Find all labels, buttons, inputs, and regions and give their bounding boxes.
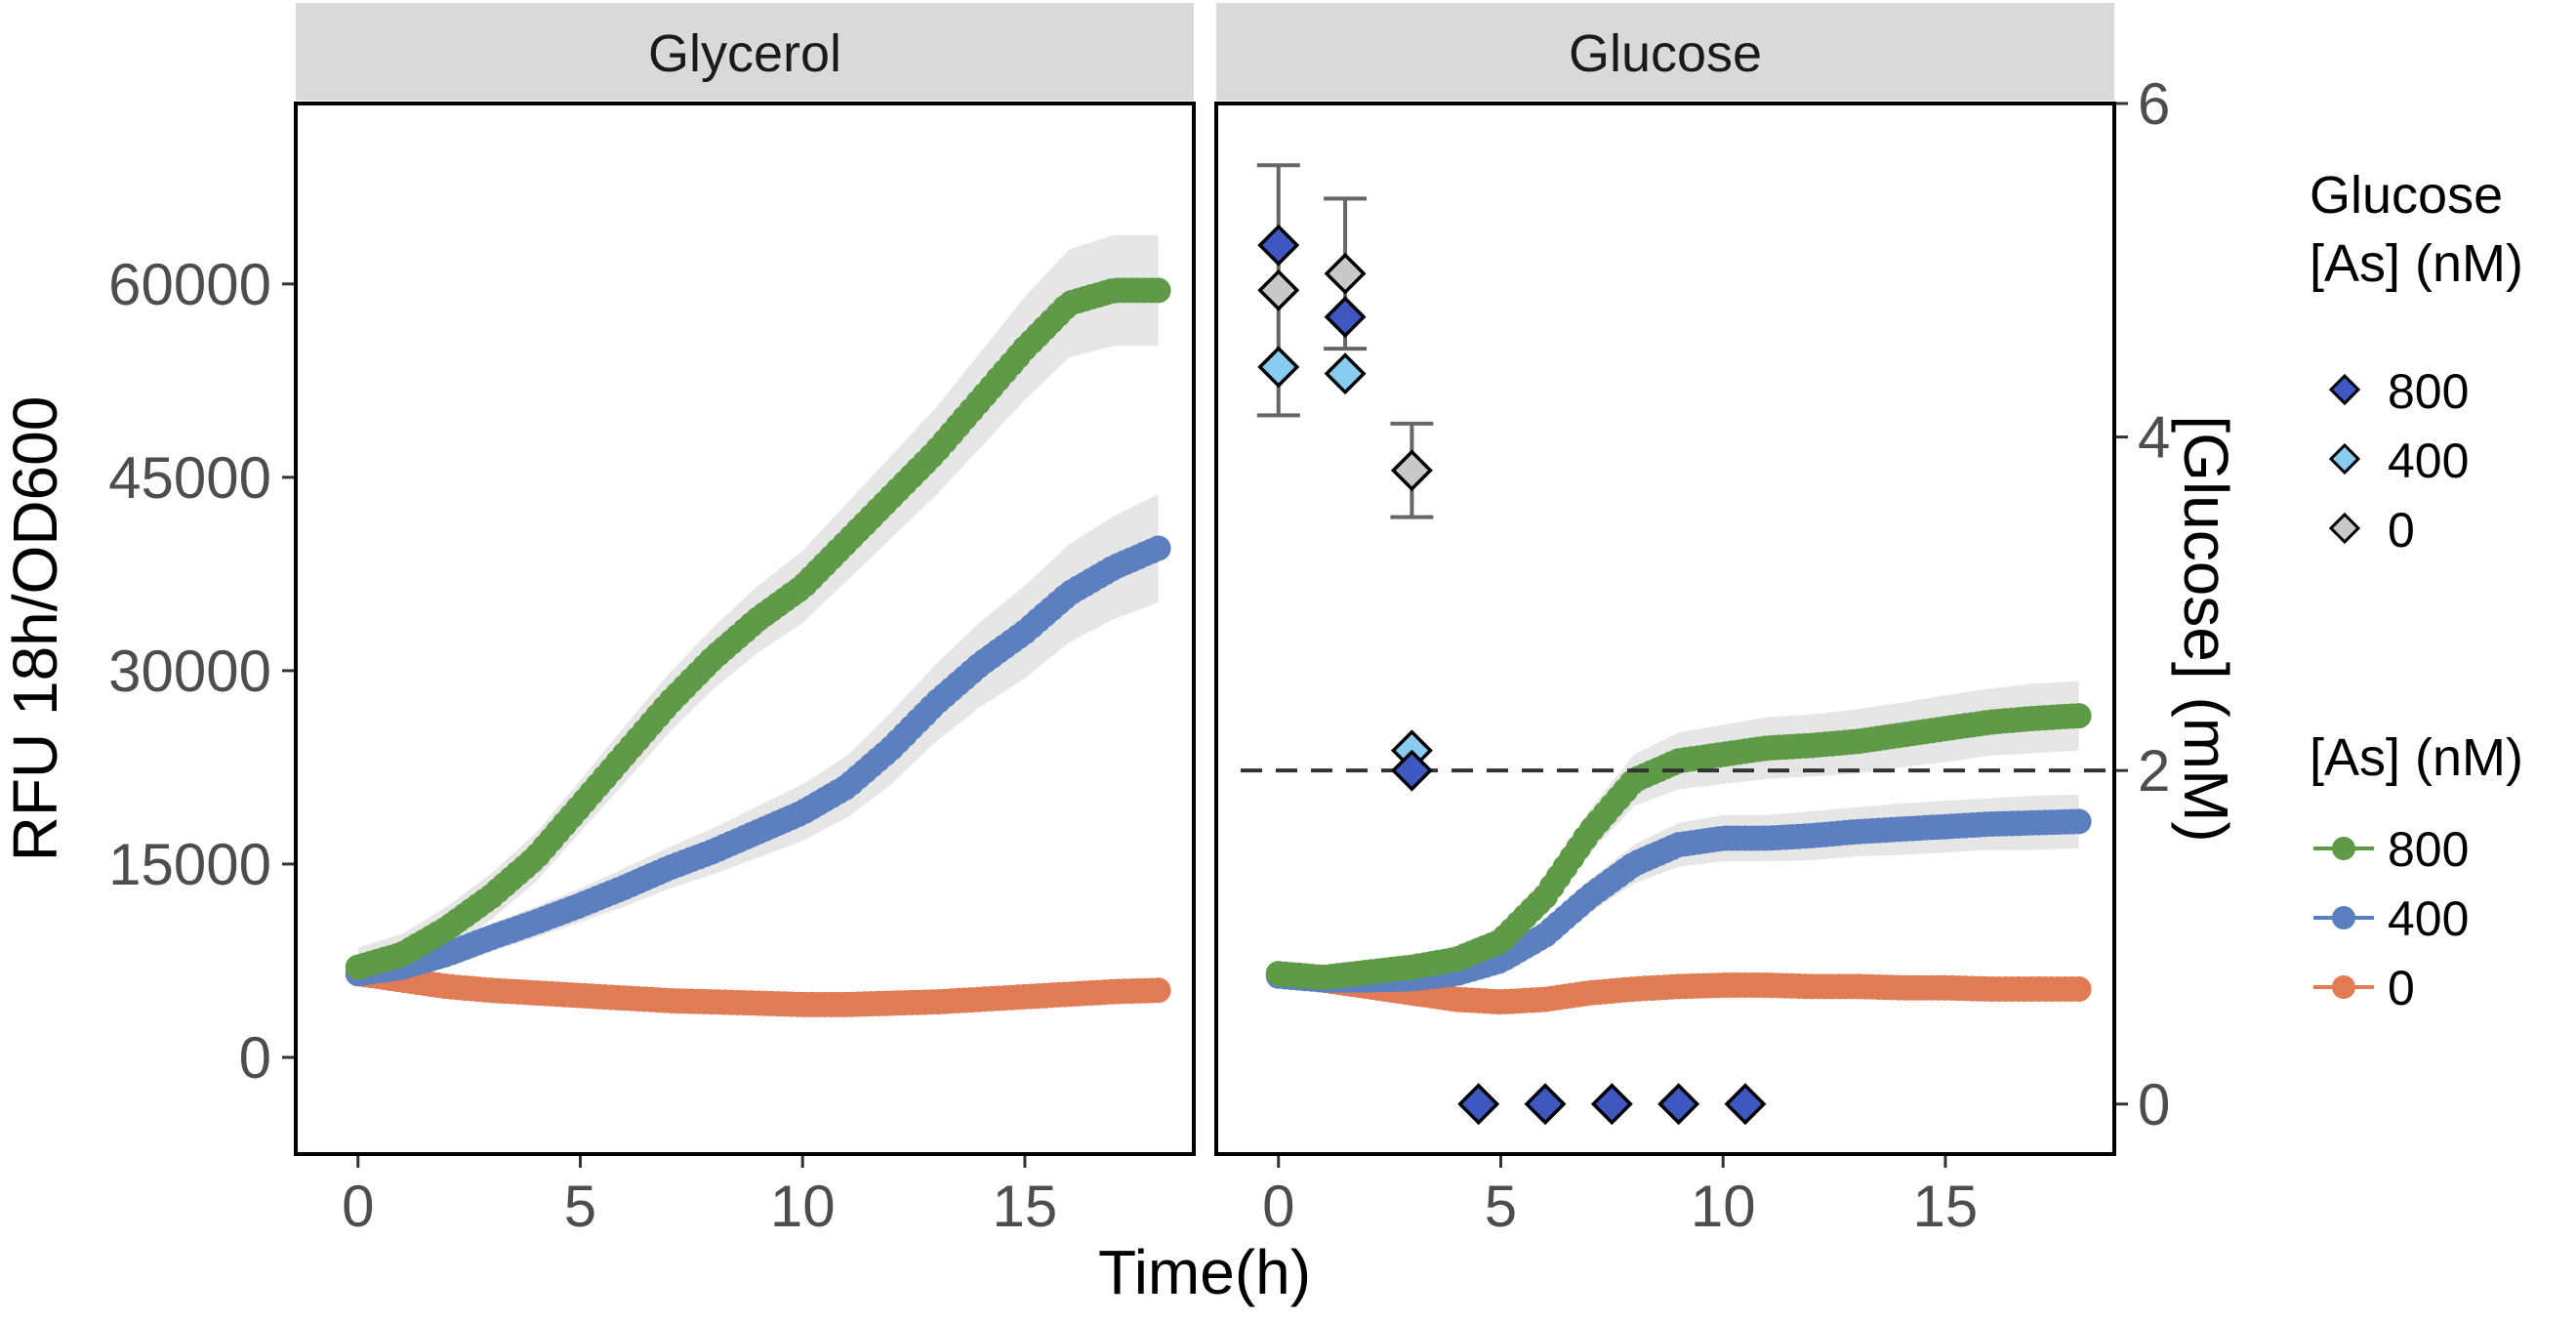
legend-fluorescence-label-400: 400: [2388, 891, 2469, 946]
glucose-point-800: [1257, 224, 1300, 267]
data-point-glycerol-0: [1145, 977, 1171, 1004]
glucose-point-800: [1390, 749, 1433, 792]
ribbon-glycerol-400: [357, 494, 1159, 984]
y-tick-label: 30000: [108, 639, 271, 704]
y-axis-title: RFU 18h/OD600: [0, 396, 70, 862]
ribbon-glucose-800: [1278, 681, 2079, 984]
panel-frame-glycerol: [294, 102, 1196, 1156]
trace-glucose-800: [1265, 703, 2092, 990]
glucose-point-0: [1324, 252, 1367, 295]
legend-dot-800: [2332, 837, 2355, 860]
y-tick-label: 45000: [108, 445, 271, 511]
y2-axis-title: [Glucose] (mM): [2171, 415, 2241, 842]
legend-dot-400: [2332, 906, 2355, 930]
data-point-glycerol-400: [1145, 535, 1171, 561]
data-point-glycerol-800: [1145, 277, 1171, 304]
plot-layer: [345, 163, 2114, 1126]
x-tick-label-glycerol: 10: [770, 1174, 836, 1239]
strip-label-glycerol: Glycerol: [648, 24, 841, 83]
x-tick-label-glucose: 10: [1691, 1174, 1756, 1239]
x-tick-label-glycerol: 15: [993, 1174, 1058, 1239]
glucose-point-0: [1257, 269, 1300, 311]
legend-glucose-label-0: 0: [2388, 503, 2415, 558]
x-axis-title: Time(h): [1098, 1237, 1311, 1307]
glucose-point-800: [1590, 1083, 1633, 1126]
trace-glucose-400: [1265, 808, 2092, 993]
glucose-point-800: [1724, 1083, 1767, 1126]
legend-glucose-label-400: 400: [2388, 434, 2469, 488]
legend-glucose-title-line2: [As] (nM): [2310, 234, 2523, 293]
legend-glucose-label-800: 800: [2388, 364, 2469, 419]
y2-tick-label: 0: [2138, 1072, 2170, 1137]
x-tick-label-glucose: 0: [1262, 1174, 1294, 1239]
glucose-point-400: [1324, 352, 1367, 395]
data-point-glucose-0: [2065, 976, 2092, 1002]
legend-fluorescence-label-0: 0: [2388, 961, 2415, 1015]
data-point-glucose-800: [2065, 703, 2092, 729]
legend-glucose: Glucose [As] (nM) 800 400 0: [2310, 166, 2523, 558]
glucose-point-800: [1324, 296, 1367, 339]
trace-glycerol-0: [345, 961, 1171, 1017]
legend-fluorescence: [As] (nM) 800 400 0: [2310, 728, 2523, 1015]
x-tick-label-glycerol: 0: [342, 1174, 374, 1239]
legend-glucose-title-line1: Glucose: [2310, 166, 2503, 225]
strip-glycerol: [296, 3, 1194, 101]
legend-fluorescence-label-800: 800: [2388, 822, 2469, 877]
x-tick-label-glycerol: 5: [564, 1174, 596, 1239]
strip-glucose: [1216, 3, 2114, 101]
panel-frame-glucose: [1214, 102, 2116, 1156]
glucose-point-400: [1257, 346, 1300, 389]
legend-fluorescence-title: [As] (nM): [2310, 728, 2523, 787]
legend-diamond-400: [2328, 442, 2361, 475]
legend-diamond-800: [2328, 373, 2361, 406]
glucose-point-800: [1524, 1083, 1567, 1126]
y2-tick-label: 6: [2138, 71, 2170, 137]
strip-label-glucose: Glucose: [1569, 24, 1762, 83]
legend-diamond-0: [2328, 512, 2361, 545]
y2-tick-label: 2: [2138, 738, 2170, 804]
y2-tick-label: 4: [2138, 405, 2170, 471]
legend-dot-0: [2332, 975, 2355, 999]
trace-glycerol-800: [345, 277, 1171, 980]
data-point-glucose-400: [2065, 808, 2092, 835]
glucose-point-800: [1457, 1083, 1500, 1126]
y-tick-label: 60000: [108, 252, 271, 317]
x-tick-label-glucose: 15: [1913, 1174, 1979, 1239]
y-tick-label: 15000: [108, 832, 271, 897]
x-tick-label-glucose: 5: [1485, 1174, 1517, 1239]
y-tick-label: 0: [239, 1025, 271, 1091]
axis-layer: 0 5 10 15 0 5 10 15 0 15000 30000 45000 60000 0 2 4 6: [108, 71, 2170, 1239]
glucose-point-0: [1390, 449, 1433, 492]
glucose-point-800: [1657, 1083, 1700, 1126]
